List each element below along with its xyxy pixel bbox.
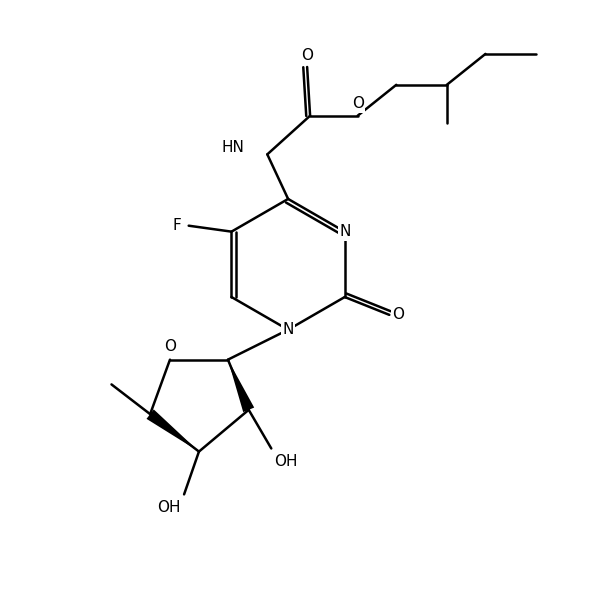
Text: OH: OH [157,500,181,515]
Text: OH: OH [274,454,298,469]
Text: N: N [283,322,294,337]
Text: HN: HN [222,140,245,155]
Text: O: O [164,339,176,354]
Text: F: F [172,218,181,233]
Polygon shape [228,359,254,412]
Text: N: N [339,224,350,239]
Polygon shape [146,409,199,452]
Text: O: O [392,307,404,322]
Text: O: O [301,47,313,62]
Text: O: O [352,97,364,112]
